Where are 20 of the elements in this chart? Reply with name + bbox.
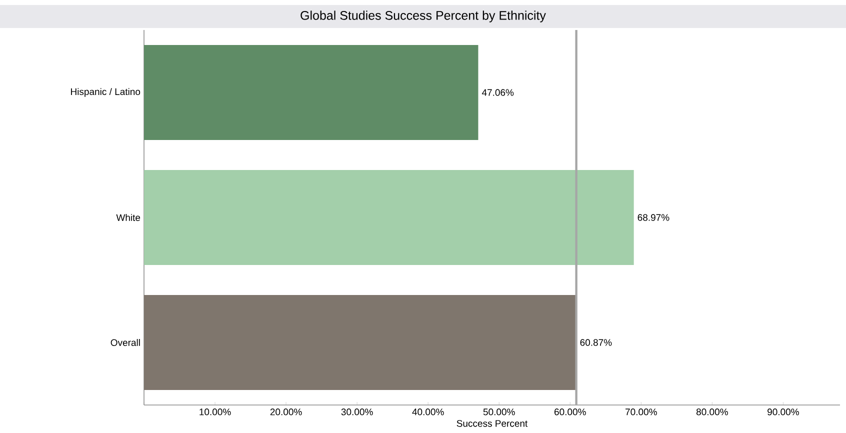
x-tick-label: 80.00% xyxy=(696,408,728,416)
x-tick-label: 30.00% xyxy=(341,408,373,416)
x-tick-label: 60.00% xyxy=(554,408,586,416)
x-tick-label: 40.00% xyxy=(412,408,444,416)
x-tick-label: 90.00% xyxy=(768,408,799,416)
y-tick-label: White xyxy=(116,214,140,221)
chart-title: Global Studies Success Percent by Ethnicity xyxy=(300,10,546,22)
x-tick-label: 50.00% xyxy=(483,408,515,416)
bar xyxy=(144,45,478,140)
y-tick-label: Hispanic / Latino xyxy=(71,88,140,97)
x-tick-label: 10.00% xyxy=(200,408,231,416)
x-tick-label: 20.00% xyxy=(270,408,302,416)
bar xyxy=(144,170,634,266)
data-label: 68.97% xyxy=(638,214,670,221)
bar xyxy=(144,295,576,390)
x-axis-title: Success Percent xyxy=(456,420,528,427)
data-label: 47.06% xyxy=(482,89,514,96)
y-tick-label: Overall xyxy=(110,339,140,346)
data-label: 60.87% xyxy=(580,339,612,346)
x-tick-label: 70.00% xyxy=(626,408,657,416)
